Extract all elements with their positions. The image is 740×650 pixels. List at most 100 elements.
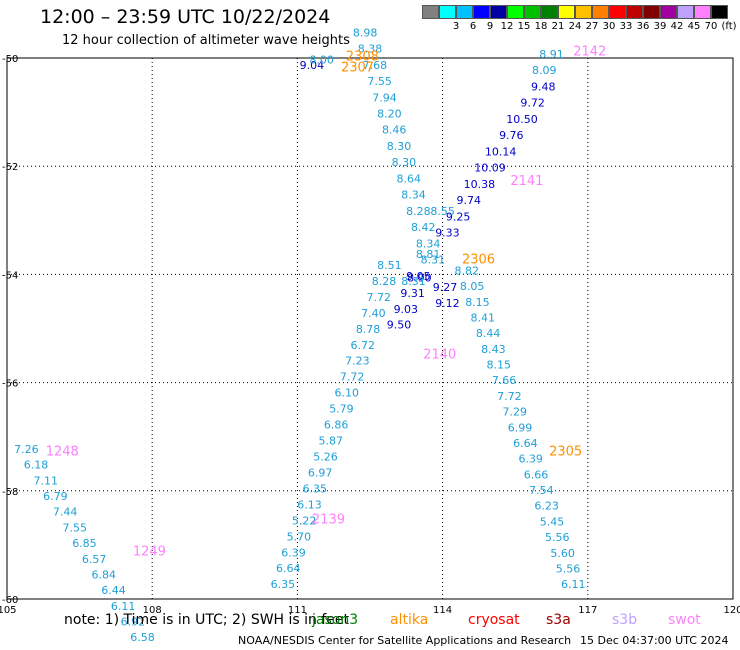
swh-value: 10.38 bbox=[464, 178, 496, 191]
swh-value: 6.39 bbox=[281, 546, 306, 559]
swh-value: 8.43 bbox=[481, 343, 506, 356]
swh-value: 7.55 bbox=[63, 521, 88, 534]
legend-swatch bbox=[609, 5, 626, 19]
swh-value: 8.28 bbox=[372, 275, 397, 288]
swh-value: 5.56 bbox=[545, 531, 570, 544]
swh-value: 9.76 bbox=[499, 129, 524, 142]
swh-value: 8.78 bbox=[356, 323, 381, 336]
legend-swatch bbox=[694, 5, 711, 19]
swh-value: 6.66 bbox=[524, 468, 549, 481]
swh-value: 8.34 bbox=[416, 237, 441, 250]
swh-value: 6.72 bbox=[350, 339, 375, 352]
legend-label: 18 bbox=[534, 21, 548, 32]
swh-value: 6.79 bbox=[43, 490, 68, 503]
pass-time-label: 1249 bbox=[133, 545, 166, 560]
swh-value: 7.72 bbox=[366, 291, 391, 304]
swh-value: 8.51 bbox=[377, 259, 402, 272]
y-tick-label: -52 bbox=[2, 162, 18, 173]
legend-swatch bbox=[439, 5, 456, 19]
swh-value: 6.85 bbox=[72, 537, 97, 550]
swh-value: 6.44 bbox=[101, 584, 126, 597]
swh-value: 7.72 bbox=[497, 390, 522, 403]
swh-value: 6.10 bbox=[335, 387, 360, 400]
legend-label: 12 bbox=[500, 21, 514, 32]
pass-time-label: 2142 bbox=[573, 44, 606, 59]
swh-value: 6.11 bbox=[111, 600, 136, 613]
swh-value: 7.26 bbox=[14, 443, 39, 456]
legend-swatch bbox=[575, 5, 592, 19]
swh-value: 5.60 bbox=[550, 547, 575, 560]
swh-value: 8.31 bbox=[421, 254, 446, 267]
satellite-name: jason3 bbox=[312, 612, 359, 628]
x-tick-label: 114 bbox=[433, 605, 452, 616]
x-tick-label: 108 bbox=[143, 605, 162, 616]
legend-swatch bbox=[677, 5, 694, 19]
credit-line: NOAA/NESDIS Center for Satellite Applica… bbox=[238, 634, 572, 647]
swh-value: 8.15 bbox=[465, 296, 490, 309]
legend-label: 6 bbox=[469, 21, 477, 32]
swh-value: 9.27 bbox=[433, 281, 458, 294]
swh-value: 9.31 bbox=[400, 287, 425, 300]
legend-swatch bbox=[456, 5, 473, 19]
legend-swatch bbox=[592, 5, 609, 19]
swh-value: 8.46 bbox=[382, 124, 407, 137]
y-tick-label: -50 bbox=[2, 54, 18, 65]
swh-value: 7.11 bbox=[33, 474, 58, 487]
swh-value: 5.26 bbox=[313, 451, 338, 464]
swh-value: 8.44 bbox=[476, 327, 501, 340]
pass-time-label: 2139 bbox=[312, 512, 345, 527]
page-subtitle: 12 hour collection of altimeter wave hei… bbox=[62, 33, 350, 48]
swh-value: 8.42 bbox=[411, 221, 436, 234]
swh-value: 6.97 bbox=[308, 466, 333, 479]
swh-value: 6.23 bbox=[534, 500, 559, 513]
swh-value: 8.28 bbox=[406, 205, 431, 218]
pass-time-label: 1248 bbox=[46, 445, 79, 460]
legend-swatch bbox=[490, 5, 507, 19]
swh-value: 6.39 bbox=[518, 453, 543, 466]
swh-value: 6.35 bbox=[303, 482, 328, 495]
legend-label: 3 bbox=[452, 21, 460, 32]
swh-value: 7.23 bbox=[345, 355, 370, 368]
swh-value: 8.64 bbox=[396, 172, 421, 185]
swh-value: 6.35 bbox=[271, 578, 296, 591]
y-tick-label: -60 bbox=[2, 595, 18, 606]
generated-timestamp: 15 Dec 04:37:00 UTC 2024 bbox=[580, 634, 729, 647]
pass-time-label: 2305 bbox=[549, 445, 582, 460]
legend-label: 21 bbox=[551, 21, 565, 32]
swh-value: 7.55 bbox=[367, 75, 392, 88]
swh-value: 8.00 bbox=[309, 53, 334, 66]
legend-label: 70 bbox=[704, 21, 718, 32]
swh-value: 9.50 bbox=[387, 319, 412, 332]
swh-value: 7.68 bbox=[363, 59, 388, 72]
swh-value: 5.70 bbox=[287, 530, 312, 543]
legend-swatch bbox=[626, 5, 643, 19]
legend-label: 24 bbox=[568, 21, 582, 32]
swh-value: 9.03 bbox=[394, 303, 419, 316]
swh-value: 7.54 bbox=[529, 484, 554, 497]
swh-value: 8.31 bbox=[401, 275, 426, 288]
swh-value: 10.09 bbox=[474, 162, 506, 175]
swh-value: 6.86 bbox=[324, 419, 349, 432]
legend-swatch bbox=[507, 5, 524, 19]
swh-value: 8.41 bbox=[471, 311, 496, 324]
swh-value: 8.82 bbox=[455, 264, 480, 277]
swh-value: 9.48 bbox=[531, 80, 556, 93]
legend-label: 36 bbox=[636, 21, 650, 32]
swh-value: 8.34 bbox=[401, 189, 426, 202]
swh-value: 7.94 bbox=[372, 91, 397, 104]
swh-value: 8.98 bbox=[353, 26, 378, 39]
swh-value: 8.05 bbox=[460, 280, 485, 293]
y-tick-label: -56 bbox=[2, 379, 18, 390]
legend-swatch bbox=[524, 5, 541, 19]
pass-time-label: 2306 bbox=[462, 253, 495, 268]
satellite-name: cryosat bbox=[468, 612, 520, 628]
swh-value: 7.72 bbox=[340, 371, 365, 384]
swh-value: 8.30 bbox=[387, 140, 412, 153]
swh-value: 6.84 bbox=[92, 568, 117, 581]
legend-label: 39 bbox=[653, 21, 667, 32]
page-title: 12:00 – 23:59 UTC 10/22/2024 bbox=[40, 6, 331, 28]
satellite-name: swot bbox=[668, 612, 701, 628]
swh-value: 6.64 bbox=[276, 562, 301, 575]
swh-value: 5.56 bbox=[556, 562, 581, 575]
